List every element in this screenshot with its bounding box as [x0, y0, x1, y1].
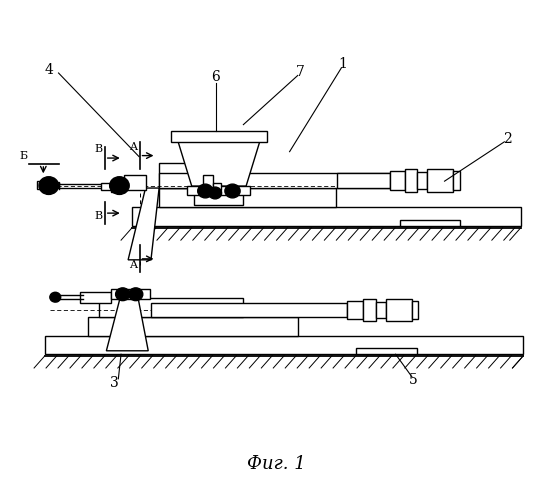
Polygon shape [178, 142, 259, 186]
Circle shape [110, 176, 129, 194]
Bar [39, 182, 59, 188]
Bar [203, 176, 213, 189]
Bar [111, 181, 124, 192]
Circle shape [209, 187, 222, 199]
Text: 3: 3 [110, 376, 118, 390]
Bar [213, 183, 221, 190]
Circle shape [129, 288, 143, 300]
Bar [363, 299, 376, 321]
Bar [151, 303, 347, 317]
Text: 4: 4 [44, 62, 53, 76]
Bar [376, 302, 386, 318]
Circle shape [39, 176, 59, 194]
Circle shape [115, 182, 124, 190]
Circle shape [198, 184, 213, 198]
Bar [337, 174, 390, 188]
Text: A: A [129, 260, 137, 270]
Bar [99, 298, 243, 317]
Bar [453, 172, 460, 190]
Bar [132, 206, 521, 227]
Bar [412, 301, 418, 319]
Bar [390, 172, 405, 190]
Text: 5: 5 [409, 374, 418, 388]
Bar [45, 336, 523, 354]
Circle shape [225, 184, 240, 198]
Polygon shape [107, 294, 148, 351]
Bar [417, 172, 427, 189]
Circle shape [115, 288, 130, 300]
Circle shape [50, 292, 61, 302]
Polygon shape [128, 188, 159, 260]
Bar [111, 290, 150, 299]
Bar [400, 220, 460, 226]
Bar [124, 176, 146, 190]
Bar [159, 164, 205, 188]
Bar [386, 299, 412, 321]
Circle shape [44, 181, 54, 190]
Bar [405, 170, 417, 192]
Bar [101, 183, 111, 190]
Bar [37, 180, 42, 188]
Text: B: B [94, 212, 102, 222]
Bar [187, 186, 251, 195]
Bar [347, 301, 363, 319]
Text: Б: Б [19, 152, 27, 162]
Text: A: A [129, 142, 137, 152]
Bar [171, 131, 267, 142]
Bar [357, 348, 417, 354]
Text: 2: 2 [503, 132, 512, 146]
Bar [159, 174, 396, 188]
Bar [427, 170, 453, 192]
Text: B: B [94, 144, 102, 154]
Bar [159, 188, 336, 206]
Bar [194, 194, 243, 205]
Bar [80, 292, 111, 302]
Bar [88, 317, 298, 336]
Text: 1: 1 [338, 57, 347, 71]
Text: 6: 6 [211, 70, 220, 84]
Text: 7: 7 [296, 65, 305, 79]
Text: Фиг. 1: Фиг. 1 [247, 455, 305, 473]
